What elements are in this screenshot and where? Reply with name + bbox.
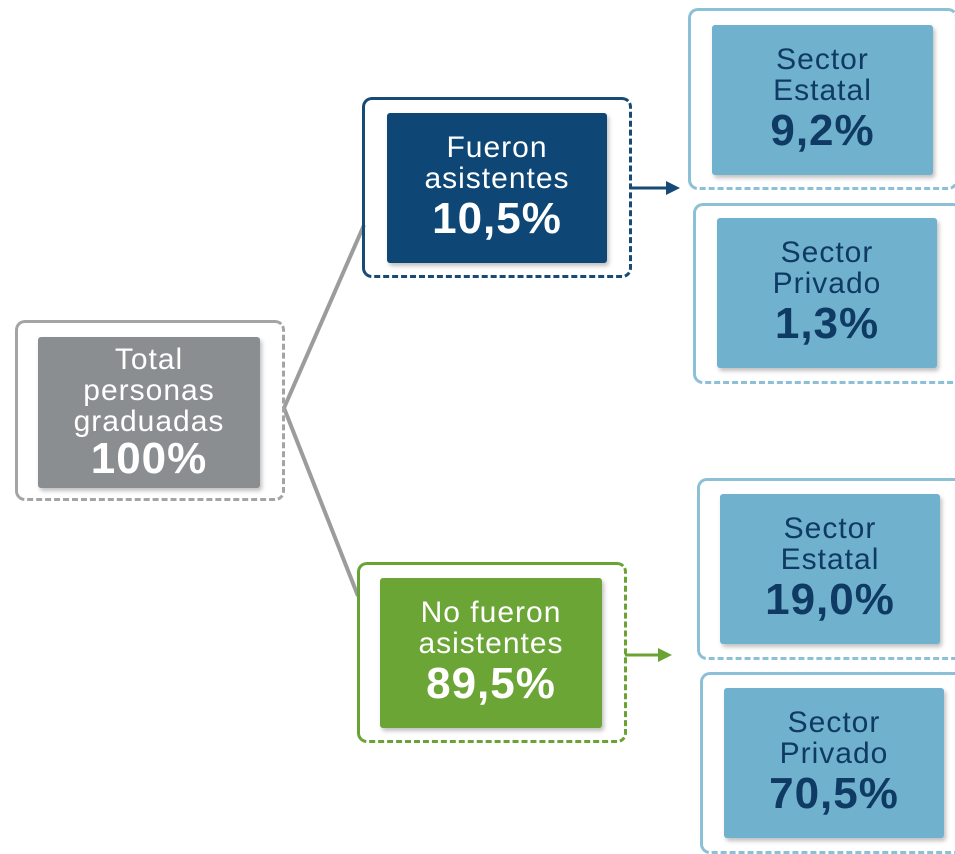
arrow-head xyxy=(666,181,680,195)
node: Sector Estatal 19,0% xyxy=(720,494,940,644)
node-value: 19,0% xyxy=(765,575,895,624)
node-label: Sector Privado xyxy=(772,236,882,300)
node: Total personas graduadas 100% xyxy=(38,337,260,488)
node-label: Fueron asistentes xyxy=(424,131,570,195)
connector xyxy=(282,224,366,409)
node-value: 1,3% xyxy=(774,299,880,348)
node-label: Sector Estatal xyxy=(773,43,872,107)
node-frame xyxy=(693,203,955,384)
node-frame xyxy=(357,562,627,743)
arrow-head xyxy=(658,648,672,662)
node-label: Total personas graduadas xyxy=(73,343,225,438)
node-value: 100% xyxy=(90,434,208,483)
node-value: 9,2% xyxy=(770,106,875,155)
node-label: No fueron asistentes xyxy=(418,596,564,660)
node: Fueron asistentes 10,5% xyxy=(387,113,607,263)
node: Sector Privado 1,3% xyxy=(717,218,937,368)
connector xyxy=(282,407,360,597)
node-frame xyxy=(688,8,955,190)
node-frame xyxy=(362,97,632,278)
node-value: 70,5% xyxy=(769,769,899,818)
node-value: 10,5% xyxy=(432,194,562,243)
node: No fueron asistentes 89,5% xyxy=(380,578,602,728)
node-label: Sector Privado xyxy=(779,706,889,770)
node-frame xyxy=(15,320,285,501)
node-frame xyxy=(697,478,955,660)
node-label: Sector Estatal xyxy=(780,512,880,576)
node-value: 89,5% xyxy=(426,659,556,708)
node: Sector Privado 70,5% xyxy=(724,688,944,838)
node: Sector Estatal 9,2% xyxy=(712,25,933,175)
